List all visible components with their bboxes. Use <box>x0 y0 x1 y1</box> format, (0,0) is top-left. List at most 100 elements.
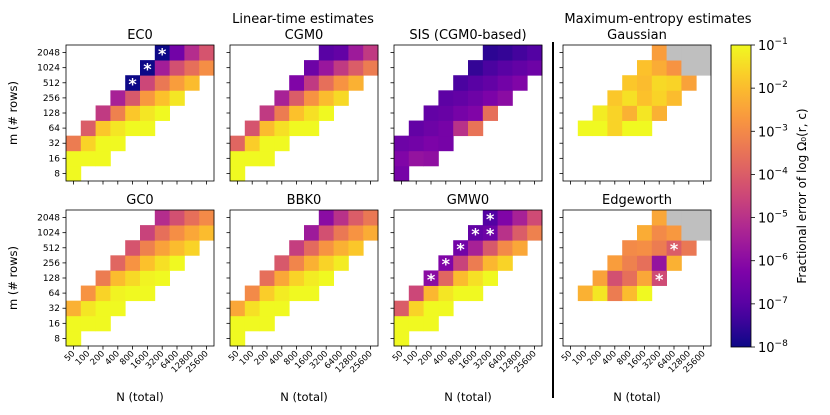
heatmap-cell <box>110 120 126 137</box>
heatmap-cell <box>333 90 349 106</box>
star-marker: * <box>427 270 436 289</box>
heatmap-cell <box>80 120 96 137</box>
star-marker: * <box>442 255 451 274</box>
heatmap-cell <box>592 120 608 137</box>
heatmap-cell <box>651 90 667 106</box>
heatmap-cell <box>607 120 623 137</box>
panel-bbk0 <box>230 210 379 347</box>
heatmap-cell <box>527 225 543 241</box>
heatmap-cell <box>651 75 667 91</box>
star-marker: * <box>143 59 152 78</box>
heatmap-cell <box>95 105 111 121</box>
heatmap-cell <box>154 210 170 226</box>
heatmap-cell <box>482 105 498 121</box>
heatmap-cell <box>681 75 697 91</box>
group-title-maxent: Maximum-entropy estimates <box>564 12 751 27</box>
y-tick-label: 16 <box>49 319 61 329</box>
heatmap-cell <box>244 315 260 332</box>
heatmap-cell <box>468 105 484 121</box>
heatmap-cell <box>304 90 320 106</box>
heatmap-cell <box>304 225 320 241</box>
heatmap-cell <box>348 45 364 61</box>
heatmap-cell <box>274 285 290 302</box>
heatmap-cell <box>527 45 543 61</box>
heatmap-cell <box>637 270 653 286</box>
heatmap-cell <box>681 225 697 241</box>
heatmap-cell <box>438 285 454 302</box>
heatmap-cell <box>95 120 111 137</box>
heatmap-cell <box>304 270 320 286</box>
heatmap-cell <box>438 300 454 317</box>
heatmap-cell <box>125 240 141 256</box>
heatmap-cell <box>66 315 82 332</box>
panel-cgm0 <box>230 45 379 182</box>
heatmap-cell <box>348 75 364 91</box>
heatmap-cell <box>423 150 439 167</box>
heatmap-cell <box>696 45 712 61</box>
y-tick-label: 128 <box>43 109 60 119</box>
heatmap-cell <box>423 120 439 137</box>
colorbar-bar <box>730 44 752 348</box>
heatmap-cells-layer: ******* ***** <box>66 44 712 347</box>
heatmap-cell <box>244 150 260 167</box>
heatmap-cell <box>66 330 82 347</box>
heatmap-cell <box>318 255 334 271</box>
heatmap-cell <box>318 270 334 286</box>
heatmap-cell <box>651 240 667 256</box>
heatmap-cell <box>681 60 697 76</box>
y-tick-label: 256 <box>43 94 60 104</box>
heatmap-cell <box>154 90 170 106</box>
heatmap-cell <box>607 285 623 302</box>
heatmap-cell <box>304 285 320 302</box>
heatmap-cell <box>199 225 215 241</box>
heatmap-cell <box>154 270 170 286</box>
heatmap-cell <box>363 60 379 76</box>
heatmap-cell <box>140 75 156 91</box>
heatmap-cell <box>453 120 469 137</box>
heatmap-cell <box>622 90 638 106</box>
heatmap-cell <box>318 210 334 226</box>
heatmap-cell <box>622 120 638 137</box>
heatmap-cell <box>80 135 96 152</box>
heatmap-cell <box>394 300 410 317</box>
heatmap-cell <box>318 240 334 256</box>
heatmap-cell <box>274 270 290 286</box>
heatmap-cell <box>482 240 498 256</box>
heatmap-cell <box>289 75 305 91</box>
heatmap-cell <box>408 150 424 167</box>
star-marker: * <box>486 224 495 243</box>
heatmap-cell <box>497 225 513 241</box>
heatmap-cell <box>169 240 185 256</box>
heatmap-cell <box>244 285 260 302</box>
heatmap-cell <box>304 240 320 256</box>
heatmap-cell <box>110 90 126 106</box>
heatmap-cell <box>512 45 528 61</box>
heatmap-cell <box>125 285 141 302</box>
heatmap-cell <box>274 135 290 152</box>
heatmap-cell <box>607 270 623 286</box>
heatmap-cell <box>259 270 275 286</box>
heatmap-cell <box>140 270 156 286</box>
heatmap-cell <box>592 105 608 121</box>
heatmap-cell <box>259 135 275 152</box>
heatmap-cell <box>318 90 334 106</box>
heatmap-cell <box>408 285 424 302</box>
heatmap-cell <box>259 150 275 167</box>
heatmap-cell <box>681 210 697 226</box>
heatmap-cell <box>438 255 454 271</box>
heatmap-cell <box>66 300 82 317</box>
panel-title: EC0 <box>127 28 153 43</box>
star-marker: * <box>486 209 495 228</box>
heatmap-cell <box>95 300 111 317</box>
heatmap-cell <box>696 225 712 241</box>
heatmap-cell <box>637 120 653 137</box>
heatmap-cell <box>125 75 141 91</box>
heatmap-cell <box>110 300 126 317</box>
heatmap-cell <box>438 270 454 286</box>
heatmap-cell <box>110 270 126 286</box>
heatmap-cell <box>259 300 275 317</box>
heatmap-cell <box>622 285 638 302</box>
heatmap-cell <box>304 120 320 137</box>
heatmap-cell <box>394 150 410 167</box>
heatmap-cell <box>453 105 469 121</box>
